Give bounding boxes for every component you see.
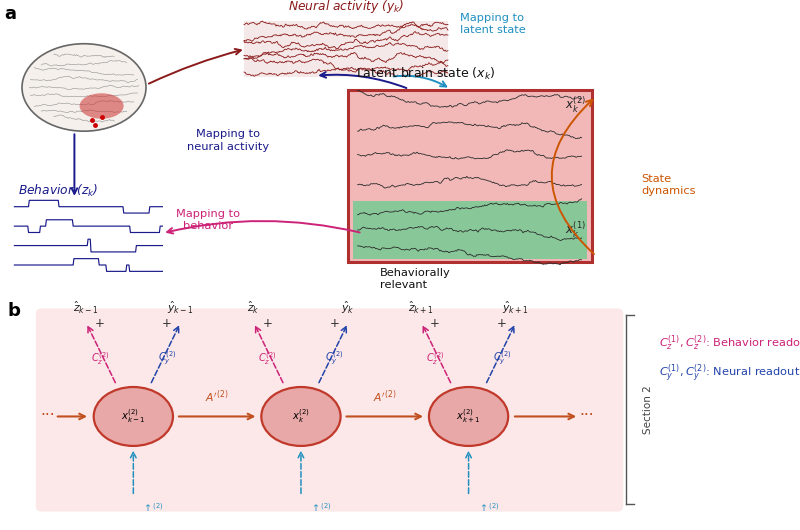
Text: $\hat{y}_{k-1}$: $\hat{y}_{k-1}$ — [167, 300, 194, 316]
Text: $C_y^{(2)}$: $C_y^{(2)}$ — [493, 349, 511, 367]
Text: b: b — [8, 302, 21, 320]
Text: ···: ··· — [579, 408, 594, 423]
Ellipse shape — [262, 387, 341, 446]
FancyBboxPatch shape — [353, 201, 587, 259]
Text: $\hat{y}_k$: $\hat{y}_k$ — [342, 300, 355, 316]
Text: $x_k^{(2)}$: $x_k^{(2)}$ — [565, 95, 586, 115]
Ellipse shape — [80, 93, 124, 119]
Text: $A'^{(2)}$: $A'^{(2)}$ — [206, 389, 229, 405]
Text: $x_k^{(1)}$: $x_k^{(1)}$ — [565, 220, 586, 240]
Text: Mapping to
behavior: Mapping to behavior — [176, 209, 240, 231]
Text: Neural activity ($y_k$): Neural activity ($y_k$) — [288, 0, 404, 15]
Text: $A'^{(2)}$: $A'^{(2)}$ — [373, 389, 397, 405]
Text: State
dynamics: State dynamics — [642, 174, 696, 196]
FancyBboxPatch shape — [348, 90, 592, 262]
Text: $x_{k-1}^{(2)}$: $x_{k-1}^{(2)}$ — [121, 408, 146, 426]
Text: $\uparrow^{\!(2)}$: $\uparrow^{\!(2)}$ — [310, 502, 331, 515]
Text: $C_z^{(2)}$: $C_z^{(2)}$ — [258, 350, 277, 367]
Text: $C_y^{(2)}$: $C_y^{(2)}$ — [325, 349, 344, 367]
Text: Mapping to
latent state: Mapping to latent state — [460, 13, 526, 35]
Ellipse shape — [429, 387, 508, 446]
FancyBboxPatch shape — [244, 21, 448, 77]
Text: $\hat{y}_{k+1}$: $\hat{y}_{k+1}$ — [502, 300, 529, 316]
Text: $C_y^{(1)},C_y^{(2)}$: Neural readout: $C_y^{(1)},C_y^{(2)}$: Neural readout — [659, 363, 800, 385]
Text: +: + — [162, 317, 172, 330]
Text: +: + — [430, 317, 440, 330]
Ellipse shape — [22, 43, 146, 131]
Text: $C_z^{(2)}$: $C_z^{(2)}$ — [90, 350, 109, 367]
Text: $\uparrow^{\!(2)}$: $\uparrow^{\!(2)}$ — [142, 502, 164, 515]
Text: $\hat{z}_k$: $\hat{z}_k$ — [247, 301, 260, 316]
Text: +: + — [330, 317, 339, 330]
Text: $C_y^{(2)}$: $C_y^{(2)}$ — [158, 349, 176, 367]
Text: $\uparrow^{\!(2)}$: $\uparrow^{\!(2)}$ — [478, 502, 499, 515]
Text: Latent brain state ($x_k$): Latent brain state ($x_k$) — [356, 66, 495, 82]
Ellipse shape — [94, 387, 173, 446]
FancyArrowPatch shape — [552, 100, 594, 254]
FancyBboxPatch shape — [36, 308, 623, 511]
Text: $\hat{z}_{k-1}$: $\hat{z}_{k-1}$ — [74, 301, 99, 316]
Text: $C_z^{(2)}$: $C_z^{(2)}$ — [426, 350, 444, 367]
Text: $\hat{z}_{k+1}$: $\hat{z}_{k+1}$ — [409, 301, 434, 316]
Text: Behavior ($z_k$): Behavior ($z_k$) — [18, 183, 98, 199]
Text: +: + — [262, 317, 272, 330]
Text: a: a — [4, 5, 16, 23]
Text: Section 2: Section 2 — [642, 385, 653, 434]
Text: +: + — [95, 317, 105, 330]
Text: Mapping to
neural activity: Mapping to neural activity — [187, 129, 269, 152]
Text: $x_k^{(2)}$: $x_k^{(2)}$ — [292, 408, 310, 426]
Text: ···: ··· — [41, 408, 55, 423]
Text: Behaviorally
relevant: Behaviorally relevant — [380, 268, 450, 290]
Text: $C_z^{(1)},C_z^{(2)}$: Behavior readout: $C_z^{(1)},C_z^{(2)}$: Behavior readout — [659, 333, 800, 352]
Text: +: + — [497, 317, 507, 330]
Text: $x_{k+1}^{(2)}$: $x_{k+1}^{(2)}$ — [456, 408, 481, 426]
